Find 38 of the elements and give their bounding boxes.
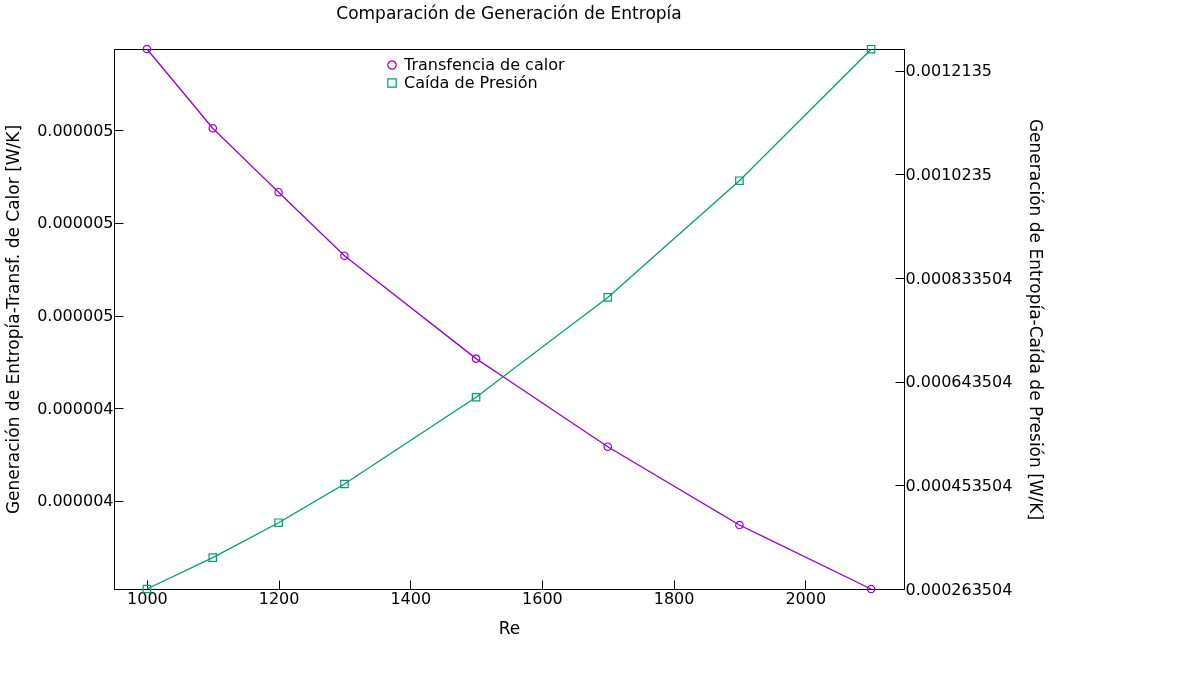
y2-tick-label: 0.0012135	[905, 61, 993, 81]
y2-tick-label: 0.000263504	[905, 579, 1013, 599]
point	[208, 553, 218, 562]
y-axis-title: Generación de Entropía-Transf. de Calor [W/K]	[3, 124, 24, 515]
point	[603, 293, 613, 302]
point	[471, 392, 481, 402]
x-axis-title: Re	[498, 617, 521, 638]
y-tick-label: 0.000005	[37, 213, 114, 233]
x-tick-label: 1800	[653, 588, 695, 608]
point	[340, 479, 349, 489]
point	[340, 251, 349, 261]
point	[735, 176, 744, 185]
y2-tick-label: 0.000453504	[905, 475, 1013, 495]
y2-tick-label: 0.0010235	[905, 164, 993, 184]
point	[274, 518, 283, 528]
x-tick-label: 1400	[390, 588, 432, 608]
y2-axis-title: Generación de Entropía-Caída de Presión [W/K]	[1026, 118, 1047, 521]
y-tick-label: 0.000005	[37, 120, 114, 140]
chart-title: Comparación de Generación de Entropía	[336, 2, 682, 23]
point	[142, 44, 152, 54]
point	[208, 123, 218, 133]
x-tick-label: 1200	[258, 588, 300, 608]
y-tick-label: 0.000005	[37, 306, 114, 326]
y2-tick-label: 0.000643504	[905, 372, 1013, 392]
y2-tick-label: 0.000833504	[905, 268, 1013, 288]
y-tick-label: 0.000004	[37, 398, 114, 418]
legend-label: Caída de Presión	[404, 73, 538, 92]
point	[603, 442, 613, 451]
x-tick-label: 2000	[785, 588, 827, 608]
point	[735, 520, 744, 530]
x-tick-label: 1600	[522, 588, 563, 608]
legend-label: Transfencia de calor	[403, 55, 565, 74]
point	[471, 354, 481, 363]
point	[866, 584, 876, 594]
y-tick-label: 0.000004	[37, 491, 114, 511]
point	[866, 44, 876, 54]
x-tick-label: 1000	[127, 588, 168, 608]
point	[274, 187, 283, 197]
